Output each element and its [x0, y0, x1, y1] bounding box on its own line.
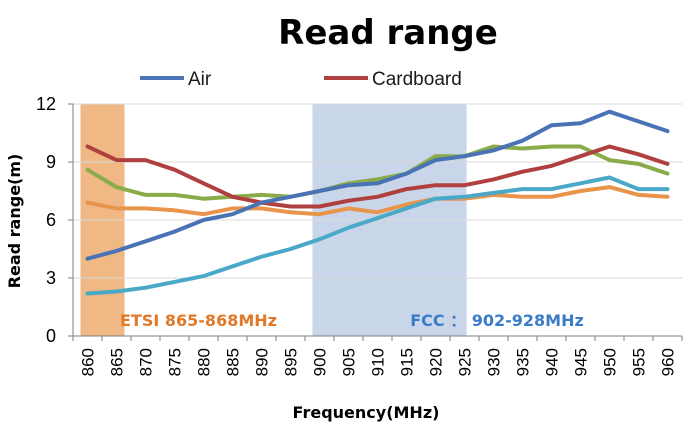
series-line-unlabeled-4 — [85, 175, 670, 296]
x-tick-label-12: 920 — [427, 348, 446, 376]
series-line-air — [85, 109, 670, 261]
x-tick-label-2: 870 — [137, 348, 156, 376]
x-tick-label-18: 950 — [601, 348, 620, 376]
y-tick-label-2: 6 — [46, 210, 56, 230]
band-labels: ETSI 865-868MHz FCC ： 902-928MHz — [120, 311, 584, 330]
x-tick-label-0: 860 — [79, 348, 98, 376]
x-tick-label-17: 945 — [572, 348, 591, 376]
y-axis-title: Read range(m) — [5, 154, 24, 289]
x-axis-title: Frequency(MHz) — [293, 403, 440, 422]
data-series — [85, 109, 670, 296]
x-tick-label-1: 865 — [108, 348, 127, 376]
x-tick-label-4: 880 — [195, 348, 214, 376]
x-tick-label-20: 960 — [659, 348, 678, 376]
y-tick-label-3: 9 — [46, 152, 56, 172]
series-line-unlabeled-2 — [85, 144, 670, 201]
y-tick-label-0: 0 — [46, 326, 56, 346]
x-tick-labels: 860 865 870 875 880 885 890 895 900 905 910 915 920 9… — [79, 348, 678, 376]
gridlines — [73, 103, 682, 279]
x-tick-label-16: 940 — [543, 348, 562, 376]
legend: Air Cardboard — [140, 69, 462, 90]
x-tick-label-8: 900 — [311, 348, 330, 376]
band-label-0: ETSI 865-868MHz — [120, 311, 277, 330]
x-tick-label-3: 875 — [166, 348, 185, 376]
series-line-cardboard — [85, 144, 670, 209]
legend-cardboard-label: Cardboard — [372, 69, 462, 90]
x-tick-label-19: 955 — [630, 348, 649, 376]
x-tick-label-10: 910 — [369, 348, 388, 376]
legend-air-label: Air — [188, 69, 212, 90]
chart-title: Read range — [278, 13, 498, 53]
x-tick-label-14: 930 — [485, 348, 504, 376]
x-tick-label-15: 935 — [514, 348, 533, 376]
band-label-1: FCC ： 902-928MHz — [410, 311, 584, 330]
x-tick-label-11: 915 — [398, 348, 417, 376]
x-tick-label-13: 925 — [456, 348, 475, 376]
x-tick-label-5: 885 — [224, 348, 243, 376]
x-tick-label-9: 905 — [340, 348, 359, 376]
x-tick-label-7: 895 — [282, 348, 301, 376]
series-line-unlabeled-3 — [85, 185, 670, 217]
y-tick-labels: 0 3 6 9 12 — [36, 94, 56, 346]
y-tick-label-1: 3 — [46, 268, 56, 288]
y-tick-label-4: 12 — [36, 94, 56, 114]
x-tick-label-6: 890 — [253, 348, 272, 376]
axes — [68, 103, 683, 341]
